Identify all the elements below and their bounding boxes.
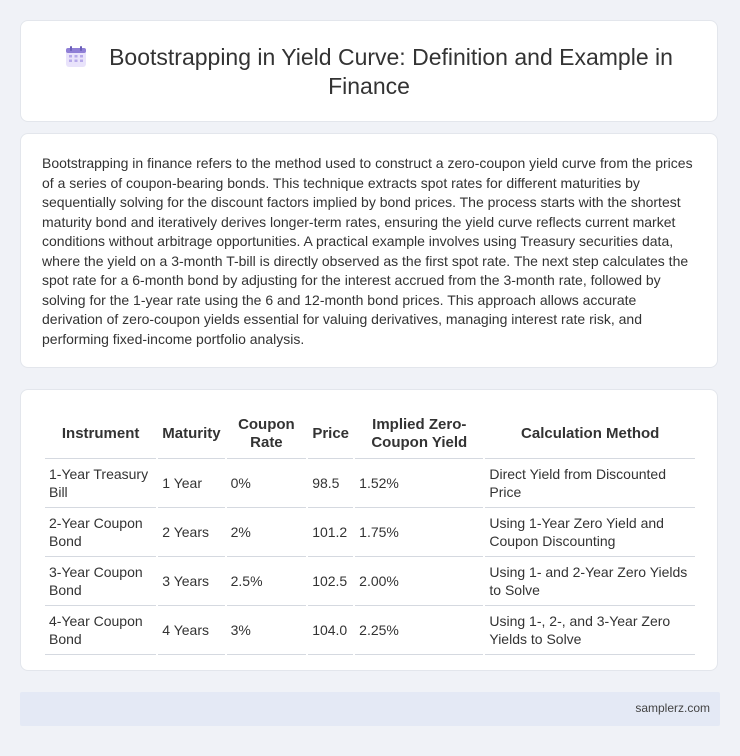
cell-calculation-method: Using 1- and 2-Year Zero Yields to Solve [485, 557, 695, 606]
table-row: 4-Year Coupon Bond 4 Years 3% 104.0 2.25… [45, 606, 695, 655]
header-maturity: Maturity [158, 412, 225, 459]
intro-card: Bootstrapping in finance refers to the m… [20, 133, 718, 368]
title-card: Bootstrapping in Yield Curve: Definition… [20, 20, 718, 122]
cell-instrument: 3-Year Coupon Bond [45, 557, 157, 606]
table-header-row: Instrument Maturity Coupon Rate Price Im… [45, 412, 695, 459]
intro-paragraph: Bootstrapping in finance refers to the m… [42, 155, 693, 347]
cell-coupon-rate: 0% [226, 459, 307, 508]
header-coupon-rate: Coupon Rate [226, 412, 307, 459]
cell-maturity: 1 Year [158, 459, 225, 508]
footer-bar: samplerz.com [20, 692, 720, 726]
header-instrument: Instrument [45, 412, 157, 459]
footer-site-link[interactable]: samplerz.com [635, 701, 710, 715]
cell-coupon-rate: 3% [226, 606, 307, 655]
cell-calculation-method: Using 1-, 2-, and 3-Year Zero Yields to … [485, 606, 695, 655]
cell-price: 102.5 [308, 557, 354, 606]
cell-maturity: 3 Years [158, 557, 225, 606]
calendar-icon [66, 46, 87, 67]
header-price: Price [308, 412, 354, 459]
cell-price: 101.2 [308, 508, 354, 557]
cell-calculation-method: Direct Yield from Discounted Price [485, 459, 695, 508]
cell-implied-yield: 1.75% [355, 508, 484, 557]
table-card: Instrument Maturity Coupon Rate Price Im… [20, 389, 718, 671]
cell-instrument: 1-Year Treasury Bill [45, 459, 157, 508]
table-row: 2-Year Coupon Bond 2 Years 2% 101.2 1.75… [45, 508, 695, 557]
cell-calculation-method: Using 1-Year Zero Yield and Coupon Disco… [485, 508, 695, 557]
page-title: Bootstrapping in Yield Curve: Definition… [109, 44, 673, 99]
cell-price: 104.0 [308, 606, 354, 655]
bootstrap-table: Instrument Maturity Coupon Rate Price Im… [43, 412, 697, 655]
cell-implied-yield: 2.00% [355, 557, 484, 606]
table-row: 3-Year Coupon Bond 3 Years 2.5% 102.5 2.… [45, 557, 695, 606]
cell-maturity: 4 Years [158, 606, 225, 655]
cell-maturity: 2 Years [158, 508, 225, 557]
cell-implied-yield: 1.52% [355, 459, 484, 508]
header-implied-yield: Implied Zero-Coupon Yield [355, 412, 484, 459]
table-row: 1-Year Treasury Bill 1 Year 0% 98.5 1.52… [45, 459, 695, 508]
cell-coupon-rate: 2% [226, 508, 307, 557]
header-calculation-method: Calculation Method [485, 412, 695, 459]
cell-instrument: 2-Year Coupon Bond [45, 508, 157, 557]
cell-implied-yield: 2.25% [355, 606, 484, 655]
cell-coupon-rate: 2.5% [226, 557, 307, 606]
cell-price: 98.5 [308, 459, 354, 508]
cell-instrument: 4-Year Coupon Bond [45, 606, 157, 655]
page-title-wrap: Bootstrapping in Yield Curve: Definition… [21, 43, 717, 101]
